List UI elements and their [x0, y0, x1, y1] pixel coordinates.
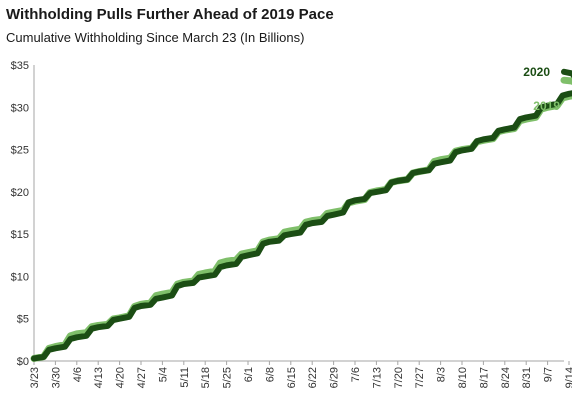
x-tick-label: 7/13 — [371, 367, 383, 388]
x-tick-label: 3/23 — [29, 367, 41, 388]
y-tick-label: $25 — [11, 145, 29, 157]
x-tick-label: 6/8 — [264, 367, 276, 382]
x-tick-label: 9/7 — [543, 367, 555, 382]
x-tick-label: 6/29 — [329, 367, 341, 388]
series-layer — [30, 68, 572, 362]
x-tick-label: 6/1 — [243, 367, 255, 382]
legend: 2019 2020 — [523, 65, 560, 113]
x-tick-label: 8/17 — [478, 367, 490, 388]
y-axis: $0 $5 $10 $15 $20 $25 $30 $35 — [11, 60, 35, 368]
y-tick-label: $15 — [11, 229, 29, 241]
y-tick-label: $35 — [11, 60, 29, 72]
x-tick-label: 4/27 — [136, 367, 148, 388]
y-tick-label: $20 — [11, 187, 29, 199]
x-tick-label: 3/30 — [50, 367, 62, 388]
x-tick-label: 8/31 — [521, 367, 533, 388]
x-tick-label: 6/22 — [307, 367, 319, 388]
x-tick-label: 4/20 — [115, 367, 127, 388]
x-tick-label: 9/14 — [564, 367, 572, 388]
x-tick-label: 4/6 — [72, 367, 84, 382]
x-tick-label: 7/6 — [350, 367, 362, 382]
x-axis: 3/23 3/30 4/6 4/13 4/20 4/27 5/4 5/11 5/18 5/25 6/… — [29, 360, 572, 388]
y-tick-label: $30 — [11, 102, 29, 114]
x-tick-label: 5/25 — [222, 367, 234, 388]
x-tick-label: 8/3 — [436, 367, 448, 382]
x-tick-label: 5/18 — [200, 367, 212, 388]
x-tick-label: 7/27 — [414, 367, 426, 388]
chart-subtitle: Cumulative Withholding Since March 23 (I… — [6, 30, 305, 45]
legend-label-2019: 2019 — [533, 99, 560, 113]
x-tick-label: 5/11 — [179, 367, 191, 388]
x-tick-label: 7/20 — [393, 367, 405, 388]
x-tick-label: 8/24 — [500, 367, 512, 388]
legend-label-2020: 2020 — [523, 65, 550, 79]
series-line-2020 — [31, 68, 572, 362]
x-tick-label: 5/4 — [157, 367, 169, 382]
x-tick-label: 8/10 — [457, 367, 469, 388]
x-tick-label: 6/15 — [286, 367, 298, 388]
chart-title: Withholding Pulls Further Ahead of 2019 … — [6, 6, 334, 23]
y-tick-label: $0 — [17, 356, 29, 368]
y-tick-label: $10 — [11, 271, 29, 283]
y-tick-label: $5 — [17, 314, 29, 326]
x-tick-label: 4/13 — [93, 367, 105, 388]
